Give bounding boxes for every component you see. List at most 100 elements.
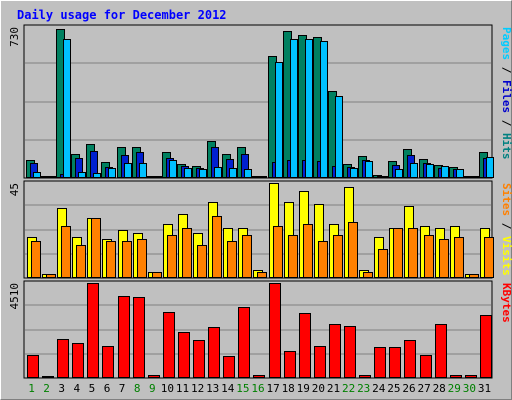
bar-sites-day-27 xyxy=(424,235,434,278)
bar-pages-day-13 xyxy=(214,167,222,178)
legend-part: Hits xyxy=(500,133,512,160)
bar-sites-day-29 xyxy=(454,237,464,278)
day-label: 3 xyxy=(58,382,65,395)
bar-pages-day-30 xyxy=(471,176,479,178)
bar-sites-day-8 xyxy=(137,239,147,278)
bar-pages-day-21 xyxy=(335,96,343,178)
bar-sites-day-31 xyxy=(484,237,494,278)
bar-kbytes-day-9 xyxy=(148,375,160,378)
bar-sites-day-22 xyxy=(348,222,358,278)
day-label: 19 xyxy=(297,382,310,395)
bar-pages-day-18 xyxy=(290,39,298,178)
bar-pages-day-14 xyxy=(229,168,237,178)
day-label: 22 xyxy=(342,382,355,395)
bar-kbytes-day-6 xyxy=(102,346,114,378)
bar-pages-day-11 xyxy=(184,168,192,178)
bar-sites-day-9 xyxy=(152,272,162,278)
panel-visits-sites: 45 Sites / Visits xyxy=(8,180,512,279)
day-label: 23 xyxy=(357,382,370,395)
bar-kbytes-day-27 xyxy=(420,355,432,378)
bar-kbytes-day-14 xyxy=(223,356,235,378)
bar-pages-day-16 xyxy=(259,176,267,178)
day-label: 12 xyxy=(191,382,204,395)
bar-pages-day-19 xyxy=(305,39,313,178)
series-pages xyxy=(33,39,494,178)
bar-sites-day-12 xyxy=(197,245,207,278)
bar-kbytes-day-11 xyxy=(178,332,190,378)
bar-kbytes-day-10 xyxy=(163,312,175,378)
bar-sites-day-14 xyxy=(227,241,237,278)
day-label: 28 xyxy=(433,382,446,395)
day-label: 6 xyxy=(104,382,111,395)
bar-pages-day-12 xyxy=(199,169,207,178)
day-label: 24 xyxy=(372,382,386,395)
bar-kbytes-day-30 xyxy=(465,375,477,378)
bar-sites-day-24 xyxy=(378,249,388,278)
side-legend: KBytes xyxy=(500,283,512,323)
legend-part: / xyxy=(500,216,512,236)
series-kbytes xyxy=(27,283,492,378)
bar-pages-day-5 xyxy=(93,173,101,178)
bar-pages-day-24 xyxy=(380,176,388,178)
panel-kbytes: 4510 KBytes xyxy=(8,280,512,379)
bar-pages-day-2 xyxy=(48,176,56,178)
bar-pages-day-4 xyxy=(78,172,86,178)
day-label: 30 xyxy=(463,382,476,395)
day-label: 4 xyxy=(73,382,80,395)
bar-kbytes-day-18 xyxy=(284,351,296,378)
bar-sites-day-2 xyxy=(46,274,56,278)
bar-pages-day-31 xyxy=(486,157,494,178)
day-label: 21 xyxy=(327,382,340,395)
bar-pages-day-20 xyxy=(320,41,328,178)
bar-kbytes-day-5 xyxy=(87,283,99,378)
day-label: 26 xyxy=(402,382,415,395)
bar-sites-day-20 xyxy=(318,241,328,278)
day-label: 7 xyxy=(119,382,126,395)
bar-sites-day-15 xyxy=(242,235,252,278)
bar-kbytes-day-16 xyxy=(253,375,265,378)
axis-max-label: 4510 xyxy=(8,283,21,310)
bar-sites-day-28 xyxy=(439,239,449,278)
legend-part: Sites xyxy=(500,183,512,216)
bar-pages-day-9 xyxy=(154,176,162,178)
day-label: 20 xyxy=(312,382,325,395)
bar-kbytes-day-26 xyxy=(404,340,416,378)
bar-sites-day-25 xyxy=(393,228,403,278)
bar-sites-day-3 xyxy=(61,226,71,278)
day-label: 8 xyxy=(134,382,141,395)
bar-sites-day-1 xyxy=(31,241,41,278)
bar-sites-day-21 xyxy=(333,235,343,278)
day-label: 5 xyxy=(89,382,96,395)
bar-pages-day-1 xyxy=(33,172,41,178)
day-label: 13 xyxy=(206,382,219,395)
bar-kbytes-day-24 xyxy=(374,347,386,378)
bar-kbytes-day-1 xyxy=(27,355,39,378)
day-label: 27 xyxy=(417,382,430,395)
day-label: 2 xyxy=(43,382,50,395)
bar-pages-day-3 xyxy=(63,39,71,178)
bar-pages-day-23 xyxy=(365,161,373,178)
side-legend: Pages / Files / Hits xyxy=(500,27,512,160)
day-label: 1 xyxy=(28,382,35,395)
day-label: 15 xyxy=(236,382,249,395)
bar-kbytes-day-25 xyxy=(389,347,401,378)
legend-part: / xyxy=(500,60,512,80)
day-axis: 1 2 3 4 5 6 7 8 9 10 11 12 13 14 15 16 17 18 19 20 21 22 23 24 2… xyxy=(28,382,491,395)
bar-pages-day-26 xyxy=(410,163,418,178)
bar-pages-day-6 xyxy=(108,168,116,178)
day-label: 11 xyxy=(176,382,189,395)
day-label: 10 xyxy=(161,382,174,395)
bar-sites-day-13 xyxy=(212,216,222,278)
bar-kbytes-day-20 xyxy=(314,346,326,378)
bar-pages-day-7 xyxy=(124,163,132,178)
bar-kbytes-day-22 xyxy=(344,326,356,378)
legend-part: / xyxy=(500,113,512,133)
bar-kbytes-day-8 xyxy=(133,297,145,378)
side-legend: Sites / Visits xyxy=(500,183,512,276)
day-label: 17 xyxy=(266,382,279,395)
bar-kbytes-day-13 xyxy=(208,327,220,378)
bar-pages-day-10 xyxy=(169,160,177,178)
bar-kbytes-day-7 xyxy=(118,296,130,378)
bar-pages-day-15 xyxy=(244,169,252,178)
